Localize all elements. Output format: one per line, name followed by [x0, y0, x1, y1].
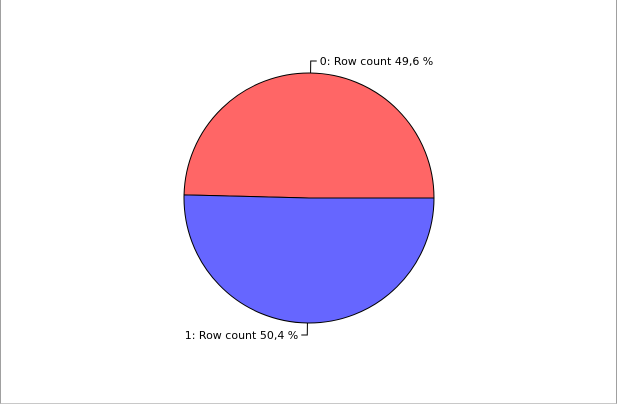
- pie-slice-0: [183, 72, 435, 199]
- pie-leader-1: [301, 322, 308, 336]
- pie-slices: [183, 72, 435, 324]
- pie-label-1: 1: Row count 50,4 %: [185, 329, 299, 342]
- pie-label-0: 0: Row count 49,6 %: [320, 55, 434, 68]
- pie-slice-1: [183, 194, 435, 324]
- pie-leader-0: [310, 60, 317, 74]
- pie-leader-lines: [301, 60, 317, 336]
- pie-labels: 0: Row count 49,6 % 1: Row count 50,4 %: [185, 55, 434, 342]
